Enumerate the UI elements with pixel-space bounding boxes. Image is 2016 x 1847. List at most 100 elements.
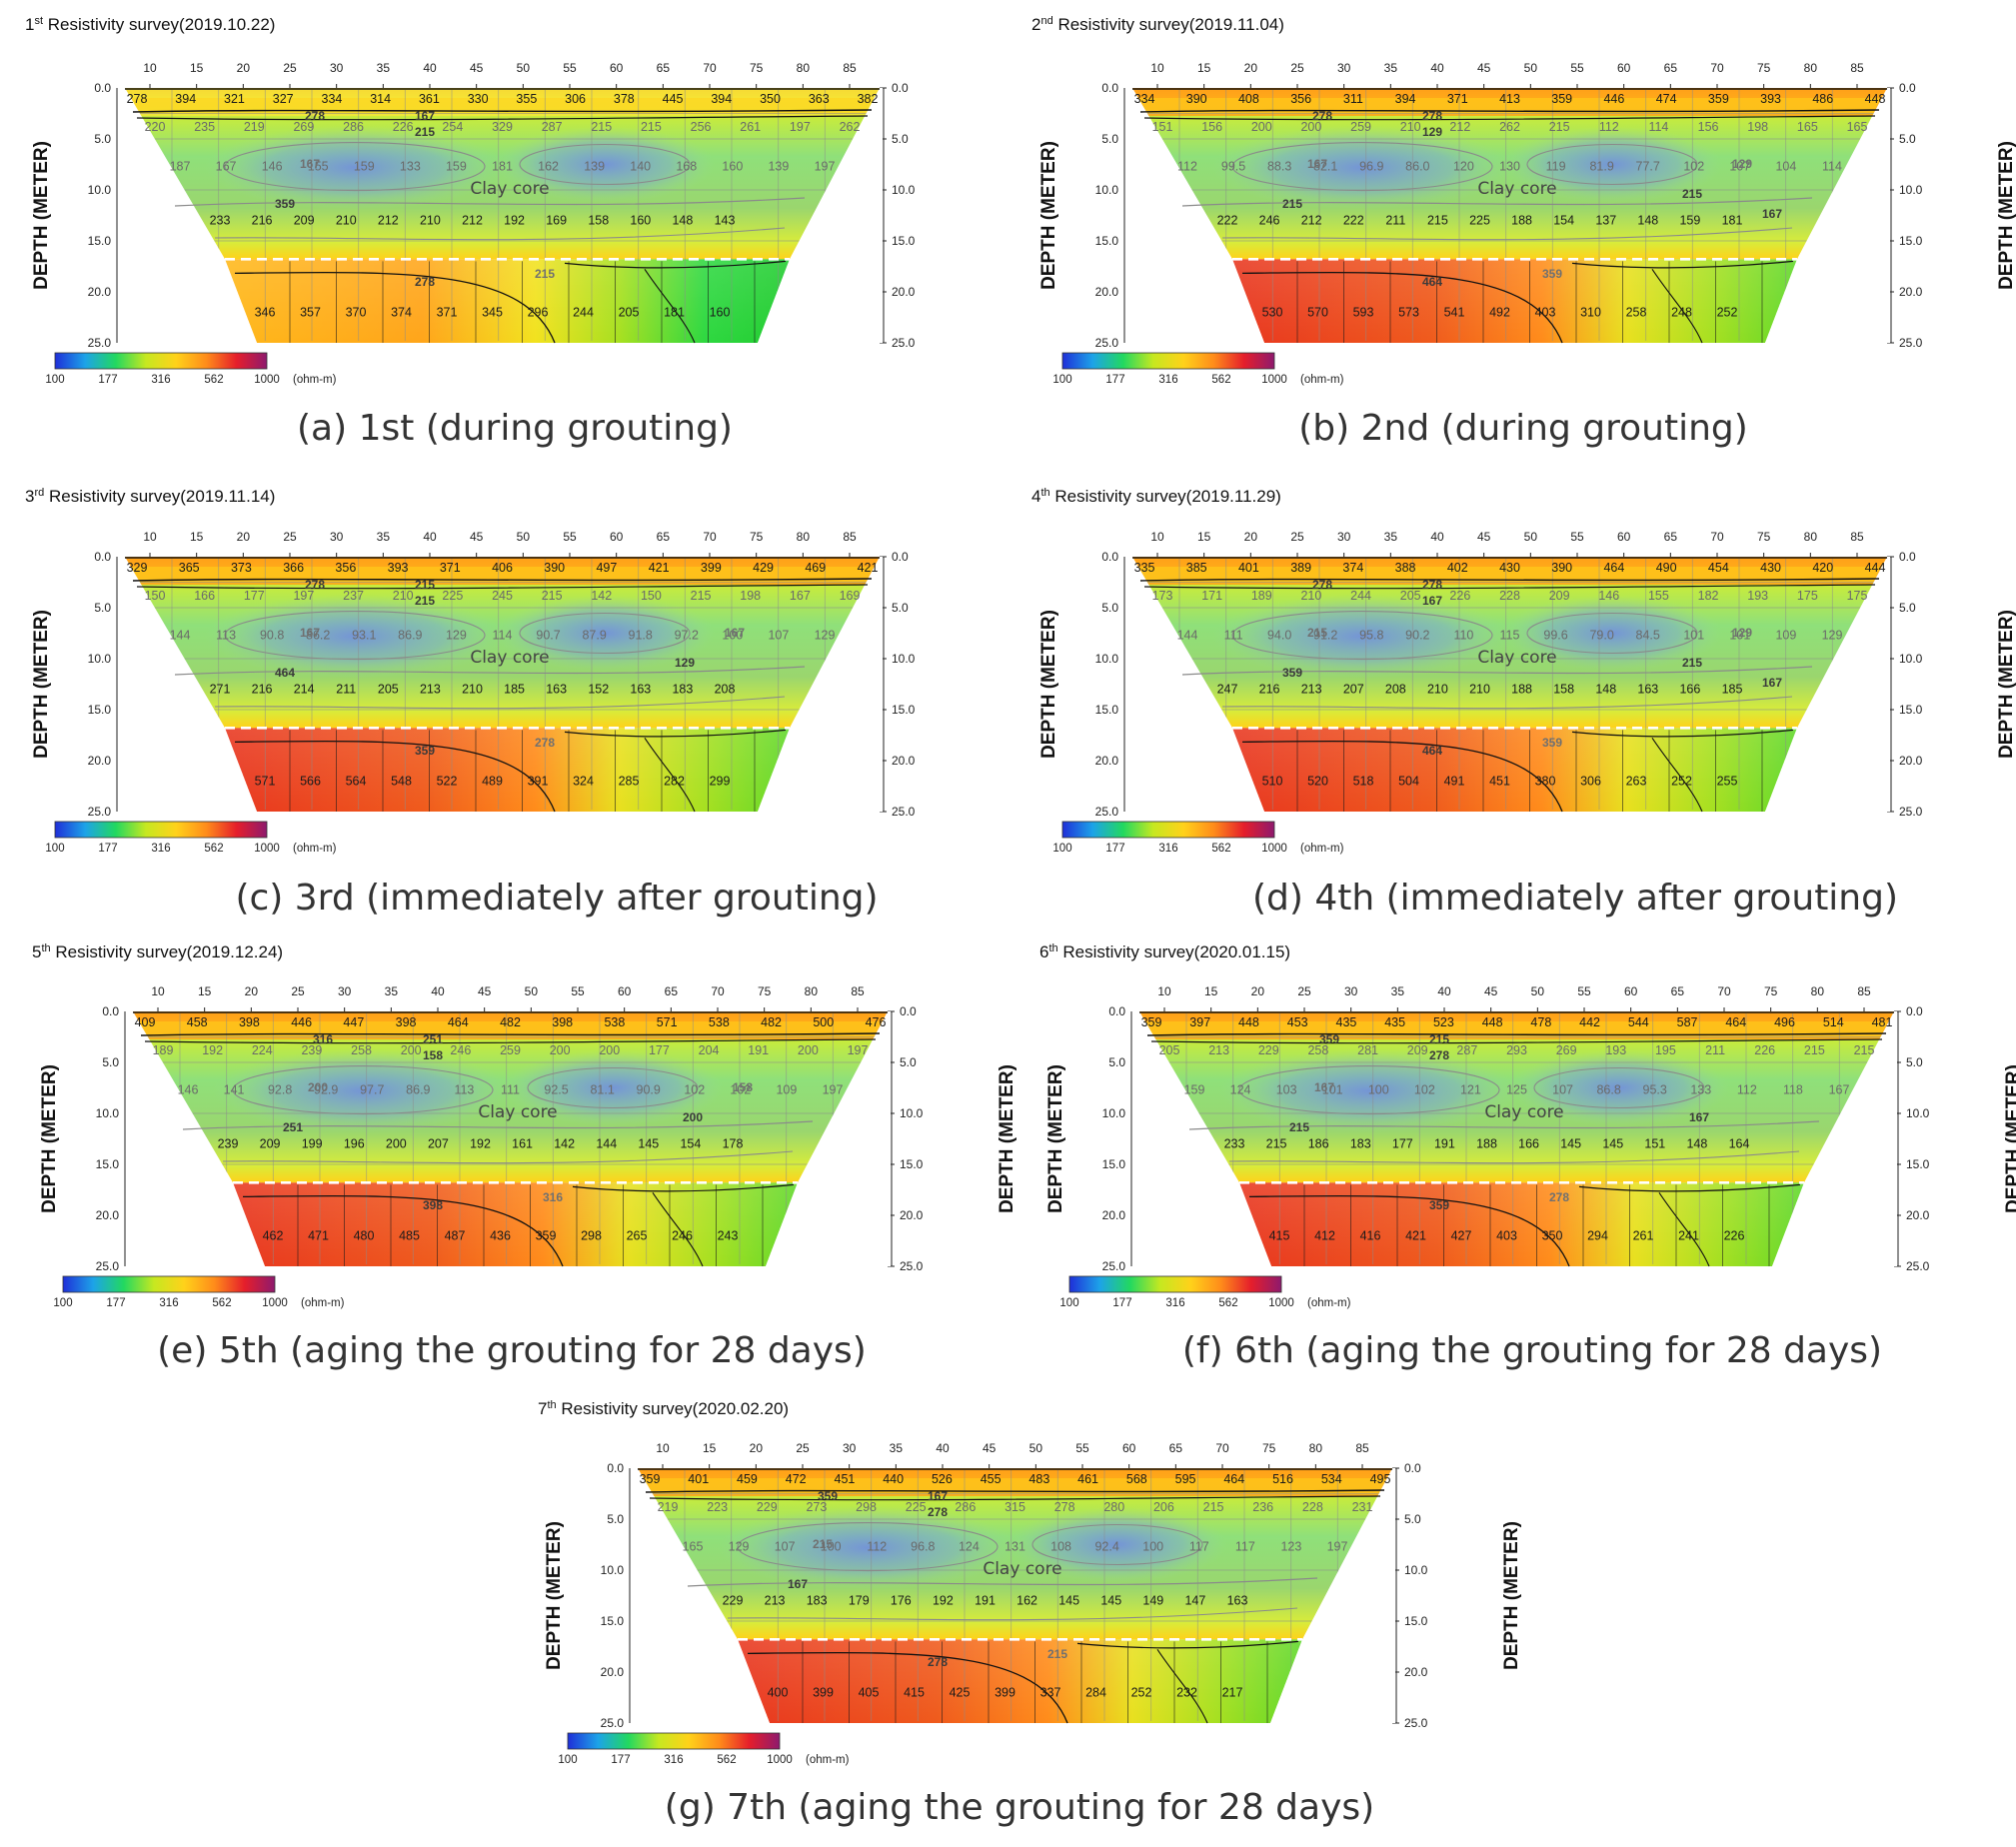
foundation-contour xyxy=(234,271,556,344)
resistivity-value: 167 xyxy=(790,589,811,603)
resistivity-value: 522 xyxy=(437,774,458,788)
resistivity-value: 220 xyxy=(145,120,166,134)
resistivity-value: 299 xyxy=(710,774,731,788)
resistivity-value: 199 xyxy=(302,1137,323,1151)
resistivity-value: 146 xyxy=(1598,589,1619,603)
resistivity-value: 166 xyxy=(1518,1137,1539,1151)
x-tick-label: 65 xyxy=(1664,61,1678,75)
resistivity-value: 210 xyxy=(393,589,414,603)
depth-tick-right: 25.0 xyxy=(1899,805,1923,819)
resistivity-value: 102 xyxy=(730,1083,751,1097)
x-tick-label: 20 xyxy=(1251,984,1265,998)
contour-label: 215 xyxy=(1682,187,1702,201)
x-tick-label: 55 xyxy=(571,984,585,998)
x-tick-label: 25 xyxy=(283,61,297,75)
depth-tick-right: 25.0 xyxy=(892,805,916,819)
depth-tick-right: 25.0 xyxy=(900,1259,924,1273)
resistivity-value: 81.1 xyxy=(590,1083,614,1097)
resistivity-value: 514 xyxy=(1823,1015,1844,1029)
resistivity-value: 451 xyxy=(835,1472,856,1486)
depth-tick-right: 0.0 xyxy=(892,550,909,564)
resistivity-value: 160 xyxy=(630,214,651,228)
foundation-contour xyxy=(1571,729,1794,738)
resistivity-value: 111 xyxy=(1224,629,1243,643)
depth-tick-right: 0.0 xyxy=(1899,81,1916,95)
resistivity-value: 205 xyxy=(1159,1043,1180,1057)
resistivity-value: 86.0 xyxy=(1405,160,1429,174)
depth-tick-left: 0.0 xyxy=(94,81,111,95)
resistivity-value: 530 xyxy=(1262,305,1283,319)
x-tick-label: 10 xyxy=(1150,530,1164,544)
mask-left xyxy=(126,1011,265,1266)
resistivity-value: 210 xyxy=(420,214,441,228)
contour-label: 215 xyxy=(535,267,555,281)
x-tick-label: 10 xyxy=(151,984,165,998)
contour-label: 200 xyxy=(308,1080,328,1094)
contour-line-mid xyxy=(1221,696,1793,710)
resistivity-value: 207 xyxy=(428,1137,449,1151)
resistivity-value: 123 xyxy=(1280,1540,1301,1554)
resistivity-value: 142 xyxy=(591,589,612,603)
resistivity-value: 226 xyxy=(393,120,414,134)
depth-tick-right: 20.0 xyxy=(900,1208,924,1222)
resistivity-value: 179 xyxy=(849,1594,870,1608)
x-tick-label: 55 xyxy=(1577,984,1591,998)
x-tick-label: 60 xyxy=(1617,530,1631,544)
resistivity-value: 165 xyxy=(683,1540,704,1554)
resistivity-value: 445 xyxy=(663,92,684,106)
resistivity-value: 430 xyxy=(1499,561,1520,575)
mask-left xyxy=(118,88,257,343)
depth-tick-left: 0.0 xyxy=(94,550,111,564)
resistivity-value: 155 xyxy=(308,160,329,174)
resistivity-value: 158 xyxy=(588,214,609,228)
colorbar-tick: 316 xyxy=(1165,1297,1184,1309)
resistivity-value: 263 xyxy=(1626,774,1647,788)
resistivity-value: 454 xyxy=(1708,561,1729,575)
resistivity-value: 154 xyxy=(1553,214,1574,228)
resistivity-value: 311 xyxy=(1343,92,1363,106)
x-tick-label: 55 xyxy=(1570,530,1584,544)
resistivity-value: 207 xyxy=(1343,683,1364,697)
resistivity-value: 187 xyxy=(170,160,191,174)
resistivity-value: 146 xyxy=(262,160,283,174)
resistivity-value: 103 xyxy=(1276,1083,1297,1097)
resistivity-value: 133 xyxy=(1690,1083,1711,1097)
resistivity-value: 163 xyxy=(546,683,567,697)
resistivity-value: 90.9 xyxy=(637,1083,661,1097)
resistivity-value: 209 xyxy=(260,1137,281,1151)
resistivity-value: 483 xyxy=(1028,1472,1049,1486)
contour-label: 359 xyxy=(1542,267,1562,281)
resistivity-value: 97.7 xyxy=(360,1083,384,1097)
resistivity-value: 259 xyxy=(1350,120,1371,134)
resistivity-value: 566 xyxy=(300,774,321,788)
resistivity-value: 397 xyxy=(1189,1015,1210,1029)
resistivity-value: 145 xyxy=(1100,1594,1121,1608)
resistivity-value: 188 xyxy=(1476,1137,1497,1151)
resistivity-value: 390 xyxy=(544,561,565,575)
resistivity-value: 100 xyxy=(821,1540,842,1554)
resistivity-value: 366 xyxy=(283,561,304,575)
resistivity-value: 451 xyxy=(1489,774,1510,788)
resistivity-value: 209 xyxy=(1407,1043,1428,1057)
resistivity-value: 357 xyxy=(300,305,321,319)
resistivity-value: 571 xyxy=(255,774,276,788)
foundation-shade xyxy=(738,1639,1302,1723)
contour-label: 167 xyxy=(1422,594,1442,608)
resistivity-value: 444 xyxy=(1865,561,1886,575)
resistivity-value: 96.9 xyxy=(1359,160,1383,174)
resistivity-value: 373 xyxy=(231,561,252,575)
panel-caption: (b) 2nd (during grouting) xyxy=(1298,408,1748,449)
resistivity-value: 378 xyxy=(614,92,635,106)
x-tick-label: 15 xyxy=(1204,984,1218,998)
depth-tick-left: 20.0 xyxy=(88,285,112,299)
x-tick-label: 80 xyxy=(797,530,811,544)
depth-axis-label-left: DEPTH (METER) xyxy=(1038,141,1059,290)
resistivity-value: 148 xyxy=(1637,214,1658,228)
resistivity-value: 259 xyxy=(500,1043,521,1057)
contour-line xyxy=(132,578,873,582)
resistivity-value: 88.3 xyxy=(1267,160,1291,174)
resistivity-value: 129 xyxy=(729,1540,750,1554)
resistivity-value: 306 xyxy=(565,92,586,106)
resistivity-value: 219 xyxy=(244,120,265,134)
resistivity-value: 114 xyxy=(1822,160,1842,174)
